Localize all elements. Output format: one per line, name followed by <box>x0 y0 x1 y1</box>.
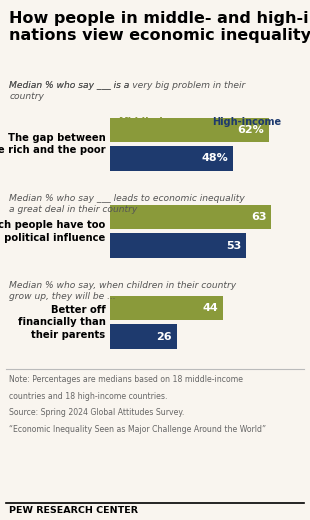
Text: High-income: High-income <box>212 117 281 127</box>
Text: Median % who say ___ is a very big problem in their
country: Median % who say ___ is a very big probl… <box>9 81 246 101</box>
Text: How people in middle- and high-income
nations view economic inequality: How people in middle- and high-income na… <box>9 11 310 43</box>
Text: 48%: 48% <box>202 153 228 163</box>
Text: 26: 26 <box>157 332 172 342</box>
Bar <box>110 233 246 258</box>
Text: 62%: 62% <box>237 125 264 135</box>
Text: Source: Spring 2024 Global Attitudes Survey.: Source: Spring 2024 Global Attitudes Sur… <box>9 408 185 417</box>
Bar <box>110 146 233 171</box>
Text: countries and 18 high-income countries.: countries and 18 high-income countries. <box>9 392 168 400</box>
Text: Median % who say, when children in their country
grow up, they will be ...: Median % who say, when children in their… <box>9 281 237 302</box>
Text: The gap between
the rich and the poor: The gap between the rich and the poor <box>0 133 105 155</box>
Bar <box>110 324 177 349</box>
Bar <box>110 296 223 320</box>
Text: Middle-income: Middle-income <box>118 117 198 127</box>
Text: 63: 63 <box>251 212 267 222</box>
Text: Median % who say ___ leads to economic inequality
a great deal in their country: Median % who say ___ leads to economic i… <box>9 194 245 214</box>
Text: Better off
financially than
their parents: Better off financially than their parent… <box>18 305 105 340</box>
Text: PEW RESEARCH CENTER: PEW RESEARCH CENTER <box>9 506 138 515</box>
Text: Rich people have too
much political influence: Rich people have too much political infl… <box>0 220 105 243</box>
Text: 53: 53 <box>226 241 241 251</box>
Text: Note: Percentages are medians based on 18 middle-income: Note: Percentages are medians based on 1… <box>9 375 243 384</box>
Text: Median % who say ___ is a: Median % who say ___ is a <box>9 81 133 89</box>
Bar <box>110 205 272 229</box>
Text: “Economic Inequality Seen as Major Challenge Around the World”: “Economic Inequality Seen as Major Chall… <box>9 425 266 434</box>
Bar <box>110 118 269 142</box>
Text: 44: 44 <box>202 303 218 313</box>
